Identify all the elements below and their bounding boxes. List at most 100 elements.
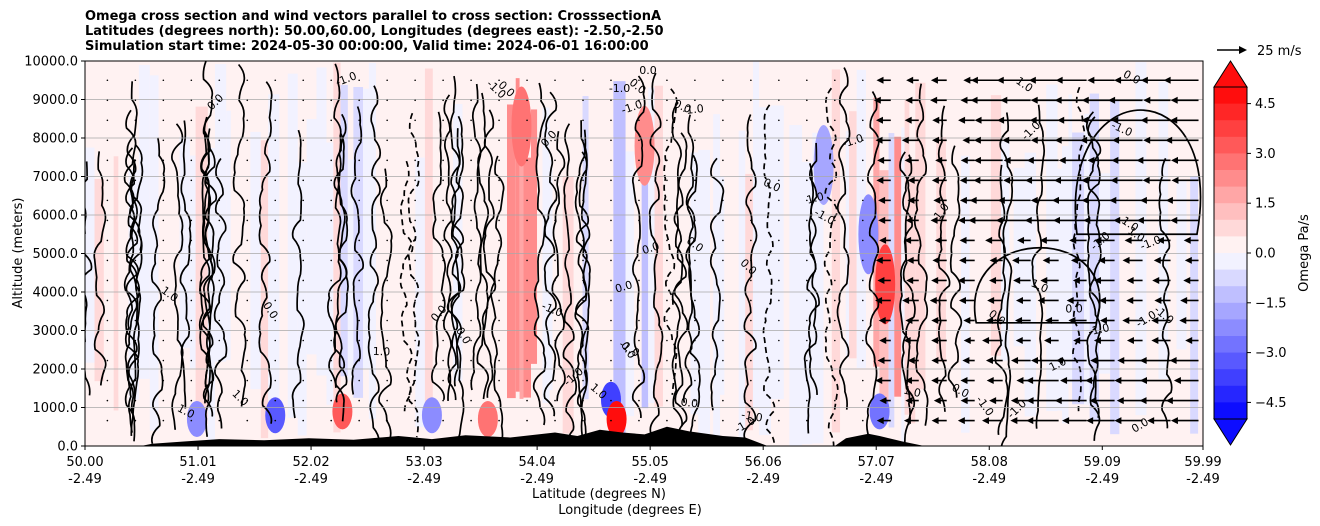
field-cell <box>279 72 288 428</box>
field-cell <box>613 81 626 446</box>
wind-vector <box>190 299 193 302</box>
wind-vector <box>806 299 808 302</box>
wind-vector <box>750 239 752 242</box>
contour-line <box>350 106 365 395</box>
wind-vector <box>834 419 836 422</box>
field-cell <box>1062 145 1069 424</box>
wind-vector <box>134 259 137 262</box>
contour-line <box>532 82 547 426</box>
wind-vector <box>876 76 891 84</box>
wind-vector <box>962 136 975 144</box>
wind-vector <box>274 119 277 122</box>
quiver-key-label: 25 m/s <box>1257 44 1302 59</box>
wind-vector <box>246 179 249 182</box>
field-cell <box>519 98 524 399</box>
wind-vector <box>526 199 528 202</box>
contour-line <box>1074 109 1202 236</box>
x-tick-label-lon: -2.49 <box>859 472 893 487</box>
contour-line <box>399 160 414 414</box>
field-cell <box>549 159 553 391</box>
wind-vector <box>610 99 612 102</box>
wind-vector <box>1028 76 1059 84</box>
wind-vector <box>414 339 416 342</box>
wind-vector <box>959 176 975 184</box>
field-cell <box>207 147 216 441</box>
wind-vector <box>218 119 221 122</box>
colorbar-segment <box>1214 385 1247 403</box>
wind-vector <box>1026 397 1059 405</box>
wind-vector <box>442 339 444 342</box>
wind-vector <box>1087 76 1115 84</box>
wind-vector <box>554 319 556 322</box>
wind-vector <box>246 119 249 122</box>
wind-vector <box>878 316 891 324</box>
wind-vector <box>722 419 724 422</box>
wind-vector <box>638 299 640 302</box>
field-blob <box>858 194 879 275</box>
wind-vector <box>666 99 668 102</box>
wind-vector <box>330 339 333 342</box>
wind-vector <box>190 359 193 362</box>
field-cell <box>506 104 516 399</box>
x-tick-label-lat: 56.06 <box>745 455 782 470</box>
wind-vector <box>386 239 388 242</box>
wind-vectors <box>106 76 1199 425</box>
wind-vector <box>610 359 612 362</box>
wind-vector <box>526 99 528 102</box>
wind-vector <box>806 399 808 402</box>
wind-vector <box>358 199 360 202</box>
wind-vector <box>162 399 165 402</box>
wind-vector <box>302 379 305 382</box>
wind-vector <box>722 279 724 282</box>
wind-vector <box>106 379 109 382</box>
wind-vector <box>218 259 221 262</box>
wind-vector <box>246 239 249 242</box>
field-cell <box>662 147 673 399</box>
wind-vector <box>610 159 612 162</box>
wind-vector <box>162 199 165 202</box>
wind-vector <box>905 216 919 224</box>
wind-vector <box>875 296 891 304</box>
x-tick-label-lon: -2.49 <box>1085 472 1119 487</box>
field-cell <box>1036 80 1047 431</box>
wind-vector <box>218 179 221 182</box>
wind-vector <box>358 79 360 82</box>
y-tick-label: 6000.0 <box>33 209 79 224</box>
field-cell <box>1110 100 1120 435</box>
wind-vector <box>134 139 137 142</box>
wind-vector <box>1089 397 1115 405</box>
wind-vector <box>610 299 612 302</box>
wind-vector <box>330 379 333 382</box>
field-cell <box>901 127 905 444</box>
field-cell <box>961 155 970 433</box>
field-blob <box>511 86 532 167</box>
field-cell <box>326 142 334 405</box>
wind-vector <box>470 79 472 82</box>
wind-vector <box>218 199 221 202</box>
wind-vector <box>414 379 416 382</box>
colorbar-tick-label: −1.5 <box>1255 296 1287 311</box>
colorbar-segment <box>1214 402 1247 420</box>
field-cell <box>340 84 348 377</box>
wind-vector <box>302 139 305 142</box>
wind-vector <box>1109 196 1143 204</box>
contour-line <box>213 157 228 429</box>
wind-vector <box>907 176 919 184</box>
field-cell <box>770 105 784 400</box>
field-cell <box>904 99 910 415</box>
wind-vector <box>106 219 109 222</box>
wind-vector <box>358 259 360 262</box>
colorbar-tick-label: 1.5 <box>1255 197 1276 212</box>
wind-vector <box>1080 136 1115 144</box>
wind-vector <box>134 179 137 182</box>
contour-line <box>450 128 466 446</box>
wind-vector <box>358 239 360 242</box>
field-cell <box>1151 168 1159 365</box>
wind-vector <box>973 156 1003 164</box>
field-cell <box>387 111 396 404</box>
wind-vector <box>414 239 416 242</box>
field-cell <box>625 151 635 417</box>
wind-vector <box>666 219 668 222</box>
wind-vector <box>666 79 668 82</box>
wind-vector <box>554 259 556 262</box>
